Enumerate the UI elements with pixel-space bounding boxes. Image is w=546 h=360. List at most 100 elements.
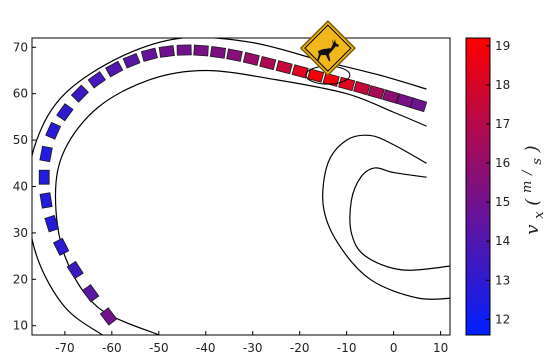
trajectory-point [259,56,277,71]
x-tick: 10 [433,331,448,355]
colorbar-tick-label: 18 [495,78,510,92]
trajectory-point [38,169,50,185]
deer-crossing-sign-icon [299,20,356,85]
trajectory-point [307,68,325,83]
x-tick-label: -40 [196,341,216,355]
colorbar-label-base: v [522,225,543,235]
trajectory-point [105,60,124,78]
y-tick-label: 40 [13,180,28,194]
trajectory-point [176,44,192,56]
trajectory-point [44,214,60,233]
colorbar-label-open: ( [522,198,543,206]
sign-inner-border [304,24,352,72]
trajectory-point [140,47,158,62]
trajectory-point [291,64,309,79]
x-tick-label: -10 [337,341,357,355]
y-tick-label: 70 [13,40,28,54]
colorbar: 12 13 14 15 16 17 18 19 v x ( m / s ) [465,37,546,336]
y-tick-label: 30 [13,226,28,240]
trajectory-point [82,284,100,303]
trajectory-point [275,60,293,75]
x-tick: -50 [149,331,169,355]
colorbar-ticks: 12 13 14 15 16 17 18 19 [486,39,510,326]
x-tick: -70 [55,331,75,355]
road-edge-outer-right [54,69,427,335]
colorbar-label-den: s [530,158,545,165]
colorbar-label-num: m [520,181,535,193]
sign-diamond [299,20,356,77]
y-tick: 30 [13,226,36,240]
x-tick-label: -60 [102,341,122,355]
trajectory-point [70,84,89,103]
colorbar-tick-label: 13 [495,273,510,287]
plot-area: -70 -60 -50 -40 -30 -20 -10 0 10 10 20 30 40 50 60 70 [13,37,451,355]
colorbar-tick: 13 [486,273,510,287]
y-tick-label: 60 [13,87,28,101]
colorbar-label-slash: / [520,169,535,177]
road-edge-inner-outer [322,134,450,300]
trajectory-point [322,72,340,87]
x-tick: -60 [102,331,122,355]
trajectory-point [56,103,74,122]
x-tick-label: -20 [290,341,310,355]
x-tick: -20 [290,331,310,355]
trajectory-point [409,97,428,113]
y-tick: 40 [13,180,36,194]
x-tick-label: -30 [243,341,263,355]
trajectory-point [45,121,62,140]
trajectory-point [122,52,141,69]
trajectory-point [39,145,53,163]
colorbar-tick-label: 14 [495,234,510,248]
trajectory-layer [38,44,428,326]
colorbar-tick-label: 17 [495,117,510,131]
colorbar-gradient [465,37,491,336]
x-tick: 0 [390,331,398,355]
x-tick: -40 [196,331,216,355]
deer-silhouette [316,39,339,62]
road-edge-inner-inner [349,167,450,271]
colorbar-tick-label: 16 [495,156,510,170]
y-tick-label: 50 [13,133,28,147]
x-axis: -70 -60 -50 -40 -30 -20 -10 0 10 [55,331,448,355]
trajectory-point [99,307,118,326]
trajectory-point [226,48,243,62]
trajectory-point [87,71,106,89]
colorbar-tick: 15 [486,195,510,209]
y-tick-label: 20 [13,272,28,286]
x-tick-label: -50 [149,341,169,355]
colorbar-label-sub: x [532,211,546,219]
trajectory-point [382,89,400,104]
y-tick: 70 [13,40,36,54]
colorbar-label-close: ) [522,145,543,153]
colorbar-tick: 18 [486,78,510,92]
colorbar-tick: 17 [486,117,510,131]
trajectory-point [367,85,385,100]
y-tick-label: 10 [13,319,28,333]
y-tick: 20 [13,272,36,286]
x-tick-label: -70 [55,341,75,355]
colorbar-tick-label: 19 [495,39,510,53]
trajectory-point [39,192,53,209]
trajectory-point [66,260,84,280]
colorbar-tick: 14 [486,234,510,248]
colorbar-tick-label: 15 [495,195,510,209]
colorbar-tick-label: 12 [495,312,510,326]
trajectory-point [158,45,175,58]
trajectory-point [353,80,371,96]
colorbar-tick: 19 [486,39,510,53]
y-tick: 50 [13,133,36,147]
y-tick: 60 [13,87,36,101]
colorbar-tick: 12 [486,312,510,326]
y-tick: 10 [13,319,36,333]
trajectory-point [242,51,260,66]
colorbar-tick: 16 [486,156,510,170]
y-axis: 10 20 30 40 50 60 70 [13,40,36,333]
svg-text:v x (: v x ( m / s ) [515,145,546,234]
trajectory-point [209,46,227,59]
x-tick: -10 [337,331,357,355]
x-tick: -30 [243,331,263,355]
x-tick-label: 0 [390,341,398,355]
colorbar-label: v x ( m / s ) [515,145,546,234]
trajectory-point [193,44,209,57]
